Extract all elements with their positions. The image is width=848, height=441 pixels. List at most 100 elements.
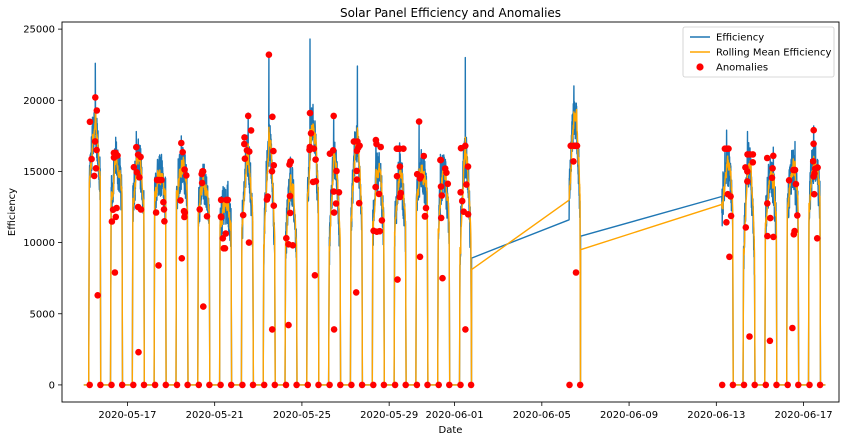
anomaly-point: [241, 155, 249, 162]
anomaly-point: [373, 140, 380, 148]
anomaly-point: [92, 165, 100, 172]
anomaly-point: [723, 145, 731, 152]
anomaly-point: [268, 168, 276, 175]
anomaly-point: [770, 233, 777, 241]
anomaly-point: [153, 176, 161, 184]
anomaly-point: [91, 138, 99, 145]
anomaly-point: [306, 109, 314, 117]
anomaly-point: [566, 381, 573, 389]
anomaly-point: [763, 154, 771, 162]
anomaly-point: [744, 168, 751, 175]
chart-title: Solar Panel Efficiency and Anomalies: [340, 6, 561, 20]
anomaly-point: [764, 232, 771, 240]
plot-area: [83, 38, 826, 389]
anomaly-point: [370, 227, 377, 235]
anomaly-point: [396, 163, 404, 170]
anomaly-point: [94, 292, 101, 299]
anomaly-point: [184, 381, 191, 389]
anomaly-point: [353, 147, 361, 155]
anomaly-point: [437, 156, 445, 164]
anomaly-point: [263, 196, 271, 203]
anomaly-point: [221, 245, 229, 252]
legend-anomalies-label: Anomalies: [716, 63, 768, 74]
anomaly-point: [311, 272, 319, 279]
anomaly-point: [245, 239, 253, 246]
anomaly-point: [135, 348, 142, 356]
anomaly-point: [400, 145, 407, 152]
anomaly-point: [424, 381, 431, 389]
anomaly-point: [810, 140, 817, 148]
legend-anomalies-swatch: [696, 63, 704, 71]
anomaly-point: [265, 51, 273, 58]
anomaly-point: [310, 145, 318, 152]
anomaly-point: [746, 333, 753, 340]
anomaly-point: [217, 213, 225, 221]
anomaly-point: [727, 193, 734, 200]
anomaly-point: [108, 218, 116, 225]
anomaly-point: [458, 197, 466, 205]
anomaly-point: [283, 234, 290, 242]
anomaly-point: [330, 326, 338, 333]
anomaly-point: [372, 183, 379, 191]
anomaly-point: [809, 158, 817, 165]
y-tick-label: 0: [49, 380, 55, 391]
anomaly-point: [764, 200, 771, 207]
anomaly-point: [353, 167, 361, 175]
anomaly-point: [391, 381, 399, 389]
anomaly-point: [180, 207, 188, 215]
anomaly-point: [181, 166, 188, 173]
anomaly-point: [464, 211, 472, 218]
anomaly-point: [136, 174, 143, 181]
anomaly-point: [810, 126, 817, 134]
anomaly-point: [415, 118, 423, 125]
anomaly-point: [813, 235, 821, 242]
y-tick-label: 10000: [23, 238, 55, 249]
anomaly-point: [773, 381, 780, 389]
x-axis-label: Date: [439, 425, 463, 436]
x-tick-label: 2020-06-17: [774, 410, 832, 421]
anomaly-point: [206, 381, 213, 389]
anomaly-point: [457, 144, 465, 152]
anomaly-point: [358, 381, 366, 389]
y-tick-label: 5000: [30, 309, 55, 320]
anomaly-point: [289, 242, 297, 249]
anomaly-point: [270, 147, 277, 155]
anomaly-point: [109, 206, 117, 213]
anomaly-point: [794, 212, 801, 219]
anomaly-point: [766, 337, 774, 345]
x-axis: 2020-05-17 2020-05-21 2020-05-25 2020-05-29…: [98, 402, 833, 421]
anomaly-point: [160, 206, 168, 213]
anomaly-point: [784, 381, 791, 389]
anomaly-point: [416, 175, 424, 182]
anomaly-point: [198, 179, 206, 187]
anomaly-point: [762, 381, 770, 389]
anomaly-point: [155, 262, 162, 269]
anomaly-point: [195, 381, 203, 389]
anomaly-point: [462, 326, 469, 333]
anomaly-point: [140, 381, 148, 389]
anomaly-point: [293, 381, 300, 389]
anomaly-point: [270, 162, 278, 169]
anomaly-point: [162, 381, 170, 389]
anomaly-point: [785, 177, 793, 184]
anomaly-point: [330, 112, 338, 120]
anomaly-point: [729, 381, 737, 389]
anomaly-point: [177, 197, 184, 204]
anomaly-point: [437, 183, 445, 190]
anomaly-point: [576, 381, 584, 389]
anomaly-point: [350, 138, 358, 145]
anomaly-point: [457, 381, 464, 389]
anomaly-point: [353, 176, 361, 183]
anomaly-point: [241, 134, 248, 141]
anomaly-point: [790, 166, 797, 174]
anomaly-point: [416, 253, 424, 261]
anomaly-point: [93, 146, 100, 154]
anomaly-point: [183, 172, 190, 179]
anomaly-point: [130, 381, 137, 389]
y-axis-label: Efficiency: [7, 188, 18, 236]
anomaly-point: [178, 139, 185, 147]
anomaly-point: [286, 209, 294, 217]
anomaly-point: [239, 211, 247, 219]
y-tick-label: 15000: [23, 167, 55, 178]
anomaly-point: [268, 326, 276, 333]
